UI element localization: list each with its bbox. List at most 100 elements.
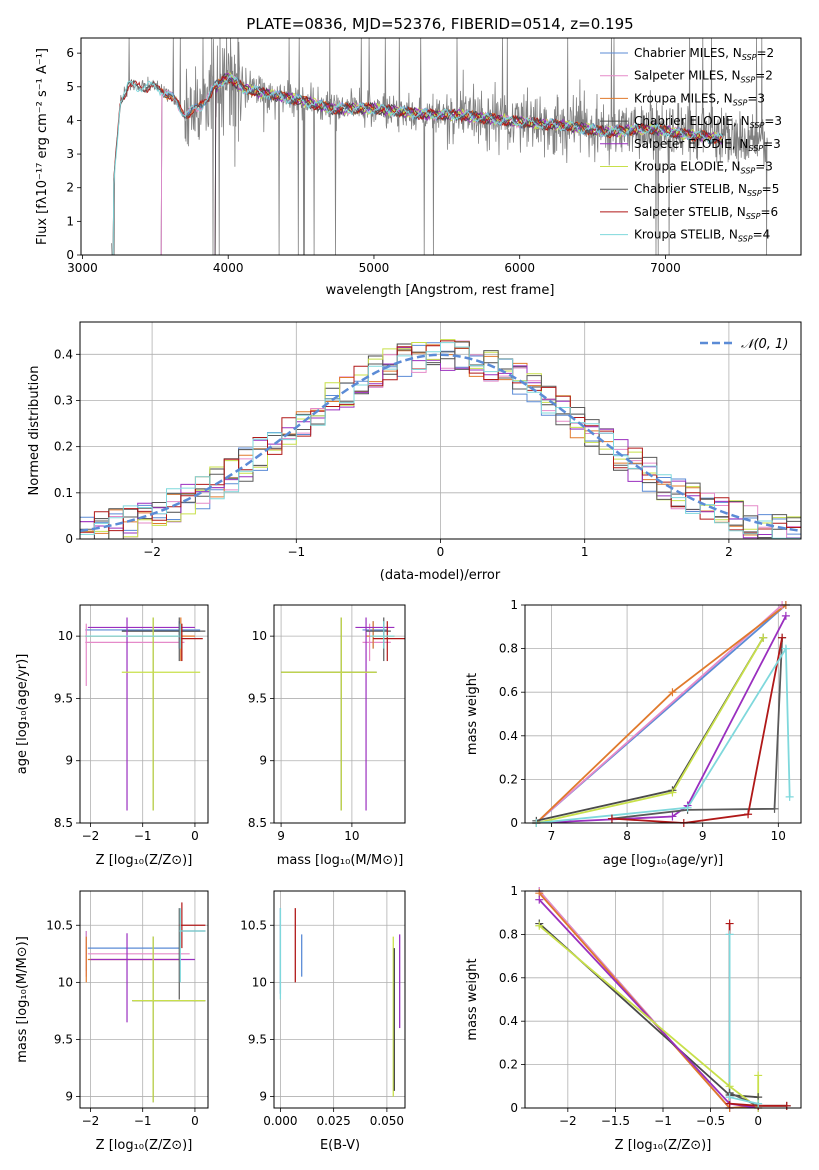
y-tick-label: 9 — [65, 754, 73, 768]
legend-label-sub: SSP — [747, 189, 762, 198]
x-axis-label: E(B-V) — [320, 1138, 360, 1153]
x-axis-label: wavelength [Angstrom, rest frame] — [326, 283, 555, 298]
y-tick-label: 10 — [252, 629, 267, 643]
legend-label-tail: =3 — [763, 137, 781, 151]
legend-label-tail: =6 — [760, 205, 778, 219]
y-tick-label: 0.3 — [54, 393, 73, 407]
x-tick-label: 6000 — [504, 261, 535, 275]
mass-weight-marker-kroupa_elodie — [668, 788, 677, 797]
legend-label-tail: =4 — [753, 228, 771, 242]
model-spectrum-chabrier_stelib — [112, 77, 724, 255]
y-tick-label: 9.5 — [248, 691, 267, 705]
plot-area — [80, 339, 801, 539]
y-tick-label: 10 — [252, 975, 267, 989]
legend-entry: Salpeter STELIB, NSSP=6 — [600, 205, 778, 221]
y-tick-label: 9.5 — [248, 1032, 267, 1046]
legend-label-sub: SSP — [746, 212, 761, 221]
x-axis-label: Z [log₁₀(Z/Z⊙)] — [615, 1138, 712, 1153]
axes-frame — [79, 890, 209, 1109]
y-tick-label: 10 — [58, 975, 73, 989]
mass-weight-line-kroupa_elodie — [538, 925, 760, 1108]
y-tick-label: 6 — [66, 46, 74, 60]
y-tick-label: 9.5 — [54, 1032, 73, 1046]
plot-area — [279, 908, 401, 1097]
grid — [274, 891, 405, 1108]
y-tick-label: 0.4 — [499, 729, 518, 743]
legend-label-tail: =3 — [755, 160, 773, 174]
figure-title: PLATE=0836, MJD=52376, FIBERID=0514, z=0… — [246, 15, 633, 33]
x-axis-label: Z [log₁₀(Z/Z⊙)] — [96, 1138, 193, 1153]
legend-label: Chabrier ELODIE, NSSP=3 — [634, 114, 782, 130]
mass-weight-line-chabrier_elodie — [538, 922, 759, 1099]
axes-frame — [524, 604, 802, 824]
y-axis-label: mass [log₁₀(M/M⊙)] — [15, 936, 30, 1063]
y-tick-label: 0.2 — [499, 1058, 518, 1072]
mass-weight-line-salpeter_miles — [535, 605, 783, 823]
y-tick-label: 0.8 — [499, 927, 518, 941]
x-tick-label: 0 — [437, 545, 445, 559]
legend-label-main: Kroupa MILES, N — [634, 91, 733, 105]
legend-label-sub: SSP — [742, 53, 757, 62]
legend-label-main: Chabrier STELIB, N — [634, 182, 747, 196]
x-tick-label: 0 — [191, 829, 199, 843]
y-tick-label: 0.8 — [499, 642, 518, 656]
plot-area — [111, 38, 768, 255]
y-tick-label: 0.2 — [499, 772, 518, 786]
age-vs-z-axes: −2 −1 0 8.5 9 9.5 10 Z [log₁₀(Z/Z⊙)] age [log₁₀(… — [15, 604, 209, 868]
legend-label-sub: SSP — [748, 144, 763, 153]
axes-frame — [79, 321, 802, 540]
grid — [80, 891, 208, 1108]
model-spectrum-kroupa_stelib — [112, 74, 724, 255]
mass-weight-marker-kroupa_stelib — [754, 1099, 763, 1108]
y-axis-label: age [log₁₀(age/yr)] — [15, 654, 30, 775]
y-tick-label: 9.5 — [54, 691, 73, 705]
x-tick-label: −1 — [134, 1114, 152, 1128]
legend-entry: Kroupa MILES, NSSP=3 — [600, 91, 765, 107]
mass-weight-marker-salpeter_stelib — [744, 810, 753, 819]
legend-label-main: Salpeter STELIB, N — [634, 205, 746, 219]
legend-entry: Salpeter ELODIE, NSSP=3 — [600, 137, 781, 153]
y-axis-label: Normed distribution — [27, 366, 42, 496]
y-tick-label: 8.5 — [54, 816, 73, 830]
y-tick-label: 9 — [259, 1090, 267, 1104]
legend-entry: Kroupa ELODIE, NSSP=3 — [600, 160, 773, 176]
legend-label: Kroupa STELIB, NSSP=4 — [634, 228, 770, 244]
y-tick-label: 0 — [66, 248, 74, 262]
y-tick-label: 0 — [510, 1101, 518, 1115]
y-tick-label: 3 — [66, 147, 74, 161]
legend-label-tail: =3 — [764, 114, 782, 128]
axes-frame — [273, 890, 406, 1109]
y-tick-label: 5 — [66, 80, 74, 94]
mass-weight-marker-kroupa_stelib — [785, 792, 794, 801]
mass-weight-line-salpeter_stelib — [611, 637, 783, 823]
mass-weight-vs-z-axes: −2 −1.5 −1 −0.5 0 0 0.2 0.4 0.6 0.8 1 Z [log₁₀(Z/Z⊙… — [465, 884, 802, 1153]
age-vs-mass-axes: 9 10 8.5 9 9.5 10 mass [log₁₀(M/M⊙)] — [248, 604, 406, 868]
model-spectrum-salpeter_stelib — [112, 75, 724, 255]
x-tick-label: −2 — [143, 545, 161, 559]
legend-label: Salpeter STELIB, NSSP=6 — [634, 205, 778, 221]
y-axis-label: Flux [fλ10⁻¹⁷ erg cm⁻² s⁻¹ A⁻¹] — [35, 48, 50, 245]
legend-label: Kroupa MILES, NSSP=3 — [634, 91, 765, 107]
x-tick-label: 0 — [191, 1114, 199, 1128]
mass-weight-marker-kroupa_elodie — [754, 1071, 763, 1080]
y-tick-label: 9 — [259, 754, 267, 768]
grid — [80, 605, 208, 824]
plot-area — [281, 617, 405, 811]
x-tick-label: 7 — [548, 829, 556, 843]
legend-label: Chabrier MILES, NSSP=2 — [634, 46, 774, 62]
spectrum-axes: 3000 4000 5000 6000 7000 0 1 2 3 4 5 6 wavelength [A… — [35, 37, 802, 298]
legend-label-tail: =5 — [762, 182, 780, 196]
legend-label: Chabrier STELIB, NSSP=5 — [634, 182, 779, 198]
grid — [274, 605, 405, 824]
legend-label: Kroupa ELODIE, NSSP=3 — [634, 160, 773, 176]
x-tick-label: 0 — [754, 1114, 762, 1128]
plot-area — [85, 617, 206, 811]
legend-entry: Kroupa STELIB, NSSP=4 — [600, 228, 770, 244]
y-axis-label: mass weight — [465, 958, 480, 1040]
mass-weight-marker-salpeter_elodie — [781, 611, 790, 620]
histogram-chabrier_stelib — [80, 349, 801, 539]
legend-entry: Chabrier STELIB, NSSP=5 — [600, 182, 779, 198]
mass-weight-marker-kroupa_miles — [668, 688, 677, 697]
x-axis-label: mass [log₁₀(M/M⊙)] — [277, 853, 404, 868]
